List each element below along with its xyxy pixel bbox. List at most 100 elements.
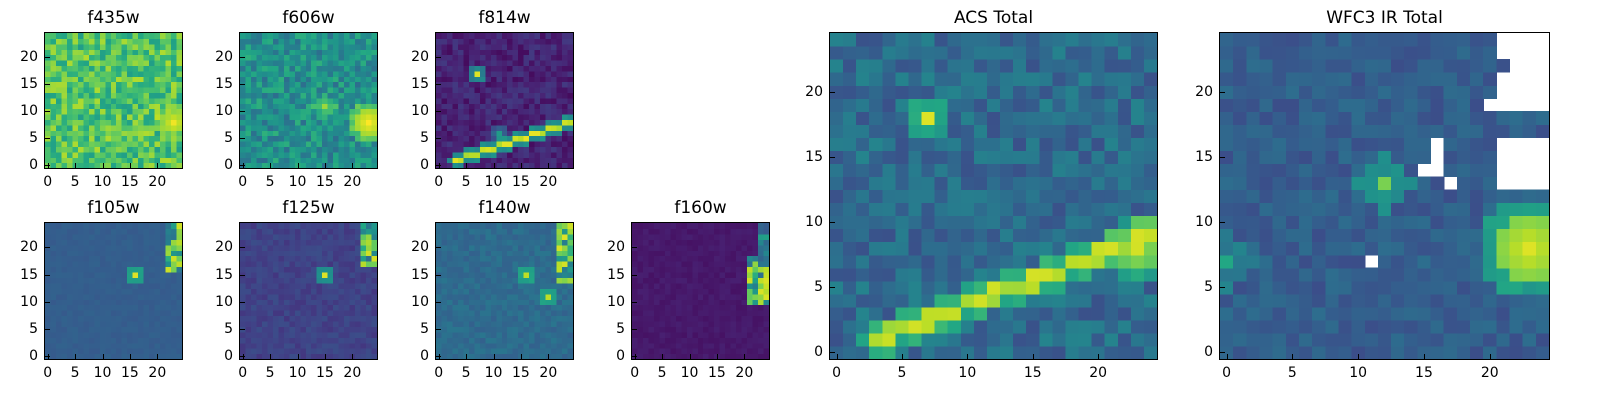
heatmap-cell <box>545 87 552 93</box>
heatmap-cell <box>45 239 52 246</box>
heatmap-cell <box>300 315 307 322</box>
heatmap-cell <box>452 348 459 355</box>
heatmap-cell <box>512 293 519 300</box>
heatmap-cell <box>529 33 536 39</box>
heatmap-cell <box>171 92 178 99</box>
heatmap-cell <box>708 299 715 306</box>
heatmap-cell <box>843 163 857 178</box>
heatmap-cell <box>474 103 481 110</box>
heatmap-cell <box>88 310 95 317</box>
heatmap-cell <box>149 108 156 115</box>
heatmap-cell <box>501 146 508 153</box>
heatmap-cell <box>333 38 340 45</box>
heatmap-cell <box>1117 306 1132 321</box>
heatmap-cell <box>446 271 454 278</box>
heatmap-cell <box>245 124 252 131</box>
heatmap-cell <box>267 103 274 110</box>
heatmap-cell <box>61 348 68 355</box>
heatmap-cell <box>446 33 454 39</box>
heatmap-cell <box>457 33 464 39</box>
heatmap-cell <box>283 162 290 168</box>
heatmap-cell <box>45 103 52 110</box>
heatmap-cell <box>99 130 106 137</box>
x-tick-label: 5 <box>461 365 471 381</box>
heatmap-cell <box>61 250 68 257</box>
heatmap-cell <box>529 266 536 273</box>
heatmap-cell <box>371 81 377 88</box>
y-tick-mark <box>240 301 245 303</box>
heatmap-cell <box>642 244 650 251</box>
heatmap-cell <box>714 320 721 327</box>
heatmap-cell <box>468 244 475 251</box>
heatmap-cell <box>99 282 106 289</box>
heatmap-cell <box>741 299 748 306</box>
heatmap-cell <box>165 141 172 147</box>
heatmap-cell <box>523 233 530 240</box>
heatmap-cell <box>843 345 857 359</box>
heatmap-cell <box>648 261 655 268</box>
heatmap-cell <box>518 315 525 322</box>
heatmap-cell <box>529 282 536 289</box>
heatmap-cell <box>637 315 644 322</box>
heatmap-cell <box>1000 176 1014 191</box>
heatmap-cell <box>518 43 525 50</box>
heatmap-cell <box>300 277 307 284</box>
heatmap-cell <box>747 288 754 295</box>
heatmap-cell <box>758 331 765 338</box>
heatmap-cell <box>1039 137 1053 151</box>
heatmap-cell <box>501 157 508 164</box>
heatmap-cell <box>725 282 732 289</box>
heatmap-cell <box>360 124 367 131</box>
heatmap-cell <box>116 97 123 104</box>
heatmap-cell <box>371 49 377 56</box>
heatmap-cell <box>83 108 90 115</box>
heatmap-cell <box>250 87 258 93</box>
heatmap-cell <box>562 141 569 147</box>
heatmap-cell <box>730 299 737 306</box>
heatmap-cell <box>474 157 481 164</box>
heatmap-cell <box>736 304 743 311</box>
heatmap-cell <box>452 277 459 284</box>
heatmap-cell <box>83 223 90 230</box>
heatmap-cell <box>132 244 139 251</box>
heatmap-cell <box>642 223 650 230</box>
heatmap-cell <box>256 293 263 300</box>
heatmap-cell <box>360 43 367 50</box>
heatmap-cell <box>261 244 268 251</box>
heatmap-cell <box>66 141 73 147</box>
heatmap-cell <box>240 233 247 240</box>
heatmap-cell <box>479 124 486 131</box>
heatmap-cell <box>143 250 150 257</box>
heatmap-cell <box>490 244 497 251</box>
heatmap-cell <box>371 288 377 295</box>
heatmap-cell <box>512 49 519 56</box>
heatmap-cell <box>105 92 112 99</box>
heatmap-cell <box>752 266 759 273</box>
heatmap-cell <box>72 97 79 104</box>
heatmap-cell <box>752 315 759 322</box>
heatmap-cell <box>344 342 351 349</box>
heatmap-cell <box>338 38 345 45</box>
y-tick-label: 5 <box>420 321 429 338</box>
heatmap-cell <box>300 119 307 126</box>
heatmap-cell <box>436 141 443 147</box>
heatmap-cell <box>94 277 101 284</box>
heatmap-cell <box>300 146 307 153</box>
heatmap-cell <box>160 250 167 257</box>
heatmap-cell <box>283 233 290 240</box>
heatmap-cell <box>463 223 470 230</box>
heatmap-cell <box>338 293 345 300</box>
heatmap-cell <box>149 304 156 311</box>
heatmap-cell <box>908 150 923 164</box>
heatmap-cell <box>300 70 307 77</box>
heatmap-cell <box>333 337 340 344</box>
heatmap-cell <box>149 33 156 39</box>
heatmap-cell <box>686 282 693 289</box>
heatmap-cell <box>88 60 95 66</box>
heatmap-cell <box>105 97 112 104</box>
heatmap-cell <box>278 157 285 164</box>
heatmap-cell <box>1000 215 1014 230</box>
heatmap-cell <box>61 151 68 158</box>
heatmap-plot <box>239 222 378 360</box>
heatmap-cell <box>366 108 373 115</box>
